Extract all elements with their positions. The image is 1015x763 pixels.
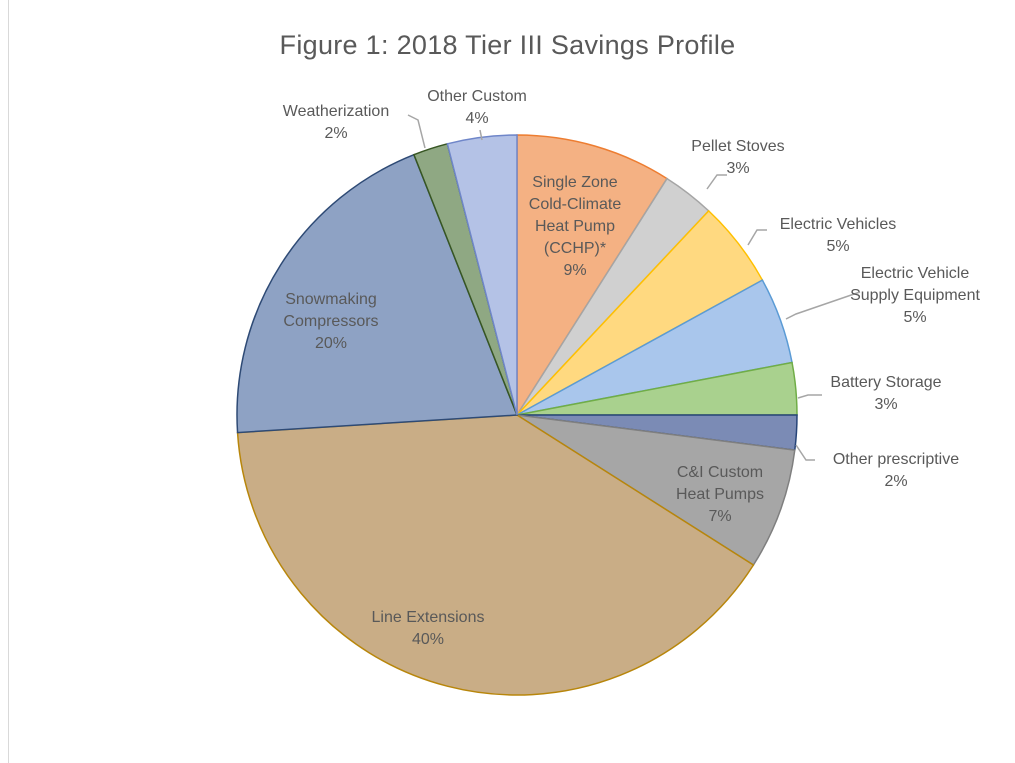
slice-percent: 2% <box>884 473 907 490</box>
slice-name: Pellet Stoves <box>691 138 784 155</box>
slice-percent: 5% <box>903 309 926 326</box>
slice-name: (CCHP)* <box>544 240 606 257</box>
slice-percent: 4% <box>465 110 488 127</box>
leader-line <box>797 394 822 399</box>
pie-slice <box>516 134 669 418</box>
slice-label: Weatherization 2% <box>283 103 389 142</box>
slice-percent: 20% <box>315 335 347 352</box>
slice-name: Snowmaking <box>285 291 377 308</box>
pie-slice <box>236 414 755 696</box>
slice-name: Heat Pump <box>535 218 615 235</box>
slice-label: Electric Vehicles 5% <box>780 216 897 255</box>
slice-name: Cold-Climate <box>529 196 622 213</box>
slice-percent: 7% <box>708 508 731 525</box>
leader-line <box>747 229 767 246</box>
slice-percent: 3% <box>726 160 749 177</box>
slice-name: Other prescriptive <box>833 451 959 468</box>
slice-name: Other Custom <box>427 88 527 105</box>
pie-slice <box>236 153 519 434</box>
slice-label: Battery Storage 3% <box>830 374 941 413</box>
pie-slices <box>236 134 798 696</box>
chart-title: Figure 1: 2018 Tier III Savings Profile <box>279 30 736 60</box>
slice-label: Pellet Stoves 3% <box>691 138 784 177</box>
slice-name: Supply Equipment <box>850 287 980 304</box>
slice-name: Heat Pumps <box>676 486 764 503</box>
slice-label: C&I Custom Heat Pumps 7% <box>676 464 764 525</box>
slice-label: Other prescriptive 2% <box>833 451 959 490</box>
slice-label: Electric Vehicle Supply Equipment 5% <box>850 265 980 326</box>
slice-percent: 9% <box>563 262 586 279</box>
slice-label: Single Zone Cold-Climate Heat Pump (CCHP)* 9… <box>529 174 622 279</box>
slice-label: Snowmaking Compressors 20% <box>283 291 378 352</box>
slice-name: C&I Custom <box>677 464 763 481</box>
slice-name: Compressors <box>283 313 378 330</box>
slice-name: Weatherization <box>283 103 389 120</box>
slice-label: Line Extensions 40% <box>372 609 485 648</box>
leader-line <box>479 129 483 141</box>
slice-label: Other Custom 4% <box>427 88 527 127</box>
slice-percent: 40% <box>412 631 444 648</box>
slice-name: Line Extensions <box>372 609 485 626</box>
slice-name: Electric Vehicles <box>780 216 897 233</box>
leader-line <box>407 114 426 149</box>
leader-line <box>706 174 727 190</box>
slice-name: Battery Storage <box>830 374 941 391</box>
slice-name: Single Zone <box>532 174 617 191</box>
chart-frame <box>8 0 1015 763</box>
slice-name: Electric Vehicle <box>861 265 970 282</box>
slice-percent: 3% <box>874 396 897 413</box>
slice-percent: 2% <box>324 125 347 142</box>
pie-slice <box>516 414 796 567</box>
leader-line <box>795 444 815 461</box>
leader-line <box>785 291 861 320</box>
slice-percent: 5% <box>826 238 849 255</box>
